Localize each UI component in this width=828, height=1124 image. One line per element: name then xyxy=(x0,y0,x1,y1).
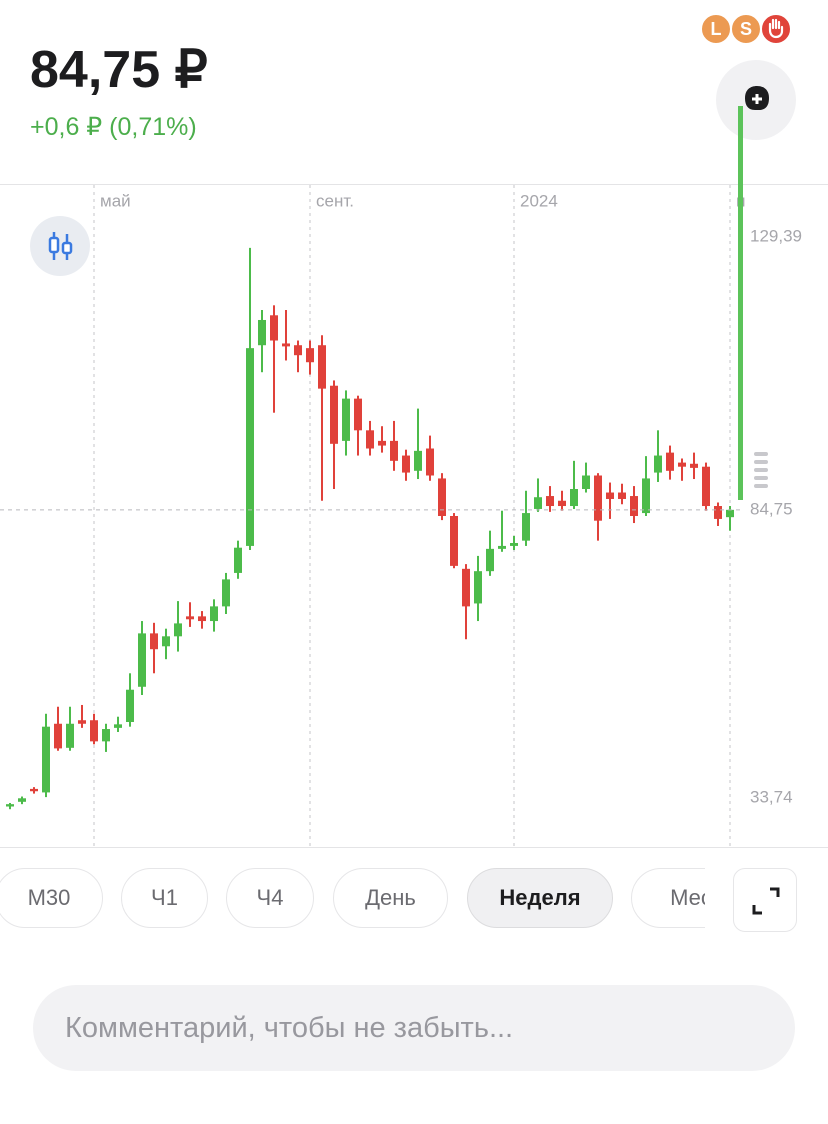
candle-body xyxy=(198,616,206,622)
candle-body xyxy=(510,542,518,546)
hand-badge[interactable] xyxy=(760,13,792,45)
candle-body xyxy=(342,398,350,441)
candle-body xyxy=(486,548,494,572)
candle-body xyxy=(6,804,14,807)
candle-body xyxy=(558,500,566,507)
candle-body xyxy=(714,506,722,519)
candle-body xyxy=(318,345,326,389)
x-tick-label: 2024 xyxy=(520,191,558,210)
candle-body xyxy=(630,496,638,516)
candle-body xyxy=(126,689,134,722)
timeframe-button[interactable]: Неделя xyxy=(467,868,613,928)
candle-body xyxy=(666,452,674,471)
badge[interactable]: L xyxy=(700,13,732,45)
candle-body xyxy=(438,478,446,516)
candle-body xyxy=(582,475,590,490)
candle-body xyxy=(546,496,554,507)
alert-line xyxy=(738,86,769,500)
candle-body xyxy=(174,623,182,637)
chart-type-button[interactable] xyxy=(30,216,90,276)
candle-body xyxy=(330,385,338,444)
price-label-bg xyxy=(744,497,806,522)
candle-body xyxy=(258,319,266,346)
candle-body xyxy=(462,568,470,607)
candle-body xyxy=(366,430,374,449)
candle-body xyxy=(426,448,434,476)
comment-input[interactable]: Комментарий, чтобы не забыть... xyxy=(33,985,795,1071)
candle-body xyxy=(234,547,242,573)
candle-body xyxy=(522,513,530,541)
candle-body xyxy=(150,633,158,650)
candle-body xyxy=(30,788,38,792)
candle-body xyxy=(654,455,662,473)
timeframe-button[interactable]: Ч4 xyxy=(226,868,314,928)
candle-body xyxy=(90,720,98,742)
candle-body xyxy=(570,489,578,507)
candle-body xyxy=(222,579,230,607)
y-tick-label: 33,74 xyxy=(750,788,793,807)
candle-body xyxy=(390,440,398,461)
candle-body xyxy=(114,724,122,728)
candle-body xyxy=(210,606,218,622)
timeframe-button[interactable]: M30 xyxy=(0,868,103,928)
candle-body xyxy=(606,492,614,499)
candle-body xyxy=(66,723,74,748)
candle-body xyxy=(594,475,602,521)
alert-bar xyxy=(738,106,743,500)
candle-body xyxy=(618,492,626,499)
y-tick-label: 84,75 xyxy=(750,499,793,518)
x-tick-label: май xyxy=(100,191,131,210)
badge[interactable]: S xyxy=(730,13,762,45)
candle-body xyxy=(282,343,290,347)
candle-body xyxy=(42,726,50,793)
candle-body xyxy=(18,798,26,802)
candle-body xyxy=(498,545,506,549)
timeframe-button[interactable]: Ч1 xyxy=(121,868,208,928)
plus-icon xyxy=(752,94,762,104)
candle-body xyxy=(162,636,170,647)
candle-body xyxy=(186,616,194,620)
candle-body xyxy=(642,478,650,514)
price-change: +0,6 ₽ (0,71%) xyxy=(30,113,197,141)
candle-body xyxy=(306,348,314,363)
candle-body xyxy=(726,509,734,518)
candle-body xyxy=(246,348,254,546)
fullscreen-icon xyxy=(752,887,780,915)
candle-body xyxy=(678,462,686,467)
candle-body xyxy=(690,463,698,468)
y-tick-label: 129,39 xyxy=(750,226,802,245)
candle-body xyxy=(138,633,146,687)
candle-body xyxy=(702,466,710,507)
hand-icon xyxy=(768,18,784,39)
candle-body xyxy=(294,345,302,356)
price: 84,75 ₽ xyxy=(30,41,208,99)
candle-body xyxy=(402,455,410,473)
candle-body xyxy=(414,450,422,471)
candle-body xyxy=(54,723,62,749)
timeframe-button[interactable]: Мес xyxy=(631,868,705,928)
candle-body xyxy=(102,729,110,742)
candle-body xyxy=(378,440,386,446)
candle-body xyxy=(534,497,542,509)
timeframe-button[interactable]: День xyxy=(333,868,448,928)
candle-body xyxy=(354,398,362,431)
fullscreen-button[interactable] xyxy=(733,868,797,932)
candle-body xyxy=(270,315,278,341)
timeframe-bar: M30 Ч1 Ч4 День Неделя Мес xyxy=(0,868,705,932)
depth-icon xyxy=(754,452,768,488)
candles-icon xyxy=(48,232,73,260)
candle-body xyxy=(78,720,86,724)
candle-body xyxy=(474,571,482,604)
x-tick-label: сент. xyxy=(316,191,354,210)
candle-body xyxy=(450,516,458,566)
